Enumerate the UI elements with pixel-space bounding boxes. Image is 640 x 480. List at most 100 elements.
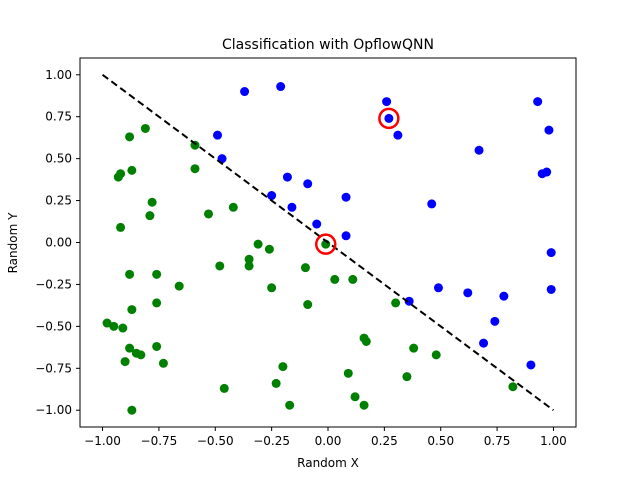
y-tick-label-3: −0.25 [35,277,72,291]
y-tick-label-0: −1.00 [35,403,72,417]
point-series1-7 [147,197,157,207]
point-series0-16 [287,202,297,212]
point-series1-30 [109,321,119,331]
point-series1-47 [508,382,518,392]
axis-ticks: −1.00 −0.75 −0.50 −0.25 0.00 0.25 0.50 0.75 1.00… [35,68,567,448]
point-series1-16 [244,261,254,271]
point-series1-21 [330,274,340,284]
point-series1-51 [127,405,137,415]
highlight-ring-0 [378,107,400,130]
point-series0-24 [404,296,414,306]
point-series1-23 [174,281,184,291]
point-series0-27 [479,338,489,348]
point-series0-3 [533,97,543,107]
point-series1-33 [361,336,371,346]
point-series1-41 [158,358,168,368]
point-series1-20 [152,269,162,279]
point-series0-19 [341,231,351,241]
x-axis-label: Random X [297,456,359,470]
point-series1-27 [391,298,401,308]
point-series1-5 [113,172,123,182]
point-series0-13 [303,179,313,189]
x-tick-label-2: −0.50 [197,434,234,448]
point-series1-19 [125,269,135,279]
y-tick-label-8: 1.00 [45,68,72,82]
point-series1-44 [402,372,412,382]
point-series1-49 [285,400,295,410]
x-tick-label-0: −1.00 [84,434,121,448]
point-series0-14 [267,191,277,201]
point-series1-50 [359,400,369,410]
point-series0-1 [240,87,250,97]
point-series0-0 [276,82,286,92]
point-series1-24 [267,283,277,293]
point-series1-3 [127,165,137,175]
point-series0-4 [384,113,394,123]
point-series0-6 [393,130,403,140]
point-series1-43 [343,368,353,378]
decision-boundary-line [101,73,555,412]
point-series0-8 [474,145,484,155]
point-series1-18 [300,263,310,273]
point-series1-22 [348,274,358,284]
point-series1-29 [102,318,112,328]
point-series1-10 [204,209,214,219]
point-series0-22 [463,288,473,298]
point-series1-0 [125,132,135,142]
y-tick-label-2: −0.50 [35,319,72,333]
point-series1-35 [125,343,135,353]
x-tick-label-8: 1.00 [540,434,567,448]
point-series0-5 [213,130,223,140]
point-series0-12 [282,172,292,182]
y-axis-label: Random Y [6,212,20,273]
point-series0-2 [382,97,392,107]
point-series1-31 [118,323,128,333]
point-series1-13 [264,244,274,254]
point-series1-38 [409,343,419,353]
point-series1-42 [278,362,288,372]
point-series1-48 [350,392,360,402]
point-series1-34 [152,341,162,351]
point-series0-26 [490,316,500,326]
point-series1-40 [120,357,130,367]
y-tick-label-6: 0.50 [45,152,72,166]
highlight-ring-1 [314,233,337,255]
point-series0-28 [526,360,536,370]
y-tick-label-5: 0.25 [45,194,72,208]
y-tick-label-1: −0.75 [35,361,72,375]
point-series1-37 [136,350,146,360]
point-series0-7 [544,125,554,135]
point-series1-25 [152,298,162,308]
x-tick-label-3: −0.25 [253,434,290,448]
point-series1-45 [271,378,281,388]
point-series1-12 [253,239,263,249]
x-tick-label-4: 0.00 [315,434,342,448]
point-series0-21 [433,283,443,293]
point-series1-28 [127,305,137,315]
point-series1-39 [431,350,441,360]
chart-title: Classification with OpflowQNN [222,37,434,53]
x-tick-label-6: 0.50 [427,434,454,448]
y-tick-label-4: 0.00 [45,236,72,250]
point-series0-20 [546,248,556,258]
point-series0-11 [542,167,552,177]
y-tick-label-7: 0.75 [45,110,72,124]
data-marks [101,73,556,415]
point-series1-6 [190,164,200,174]
point-series0-25 [499,291,509,301]
point-series1-11 [116,222,126,232]
x-tick-label-5: 0.25 [371,434,398,448]
point-series1-1 [140,123,150,133]
point-series0-15 [341,192,351,202]
point-series0-18 [312,219,322,229]
point-series1-17 [215,261,225,271]
point-series1-8 [228,202,238,212]
x-tick-label-7: 0.75 [484,434,511,448]
x-tick-label-1: −0.75 [141,434,178,448]
point-series1-26 [303,300,313,310]
point-series1-46 [219,383,229,393]
point-series0-23 [546,284,556,294]
point-series1-15 [244,254,254,264]
